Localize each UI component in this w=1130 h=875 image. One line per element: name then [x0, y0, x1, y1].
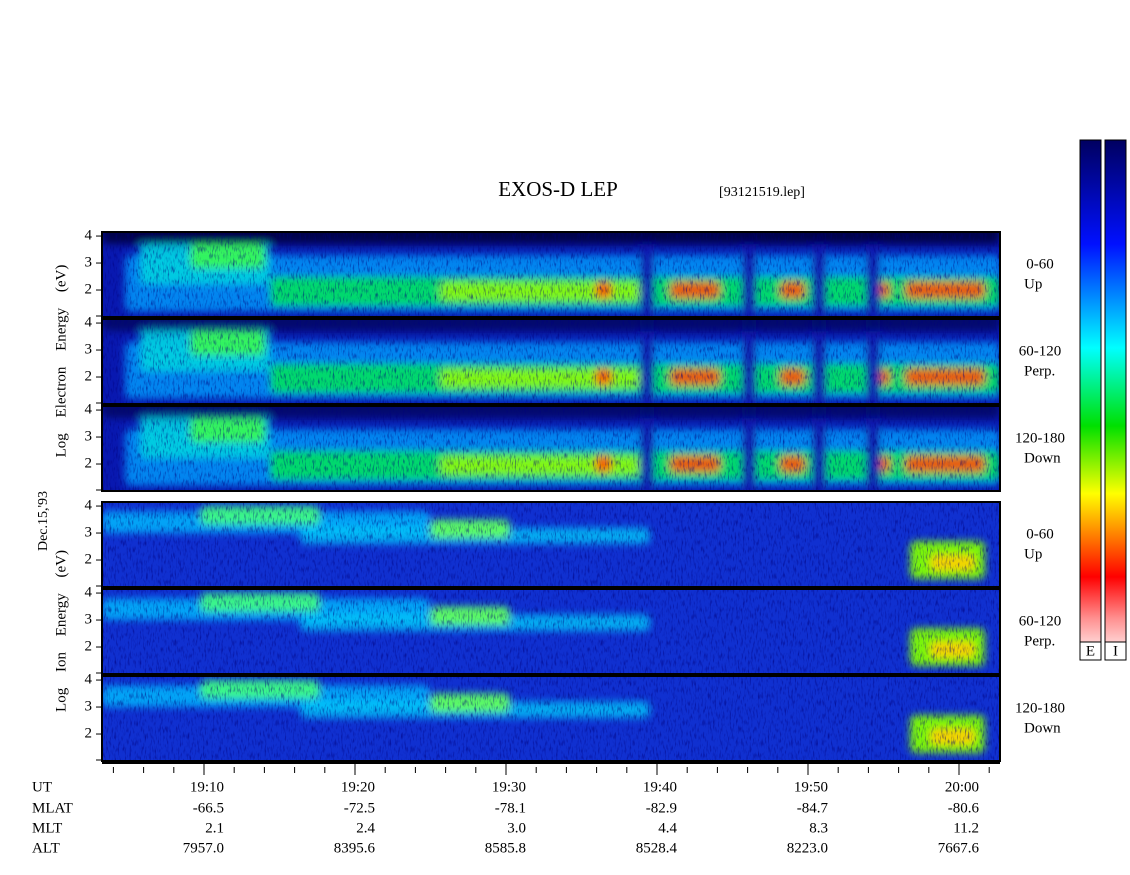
- noise: [102, 319, 1000, 404]
- noise: [102, 406, 1000, 491]
- direction: Down: [1024, 450, 1061, 466]
- noise: [102, 232, 1000, 317]
- row-value: -80.6: [948, 800, 980, 816]
- angle-range: 0-60: [1026, 256, 1054, 272]
- panel-frame: [101, 675, 1001, 762]
- y-tick-label: 4: [85, 401, 93, 417]
- row-value: 2.4: [356, 820, 375, 836]
- colorbar: [1104, 139, 1127, 661]
- direction: Down: [1024, 720, 1061, 736]
- angle-range: 60-120: [1019, 343, 1062, 359]
- y-tick-label: 4: [85, 671, 93, 687]
- row-value: 7957.0: [183, 840, 224, 856]
- row-value: 8223.0: [787, 840, 828, 856]
- y-tick-label: 2: [85, 368, 93, 384]
- row-value: 4.4: [658, 820, 677, 836]
- row-label: MLT: [32, 820, 62, 836]
- y-tick-label: 3: [85, 254, 93, 270]
- spectrogram: [102, 406, 1000, 491]
- y-tick-label: 2: [85, 638, 93, 654]
- row-value: -82.9: [646, 800, 677, 816]
- y-tick-label: 4: [85, 584, 93, 600]
- colorbar-label: I: [1113, 643, 1118, 659]
- angle-range: 120-180: [1015, 430, 1065, 446]
- y-tick-label: 4: [85, 497, 93, 513]
- y-tick-label: 3: [85, 341, 93, 357]
- row-value: 19:10: [190, 779, 224, 795]
- row-label: ALT: [32, 840, 60, 856]
- y-tick-label: 4: [85, 227, 93, 243]
- y-tick-label: 2: [85, 725, 93, 741]
- row-value: 19:50: [794, 779, 828, 795]
- colorbar-label-box: [1104, 641, 1127, 661]
- row-value: 3.0: [507, 820, 526, 836]
- colorbar: [1079, 139, 1102, 661]
- spectrogram: [102, 232, 1000, 317]
- row-value: 8395.6: [334, 840, 376, 856]
- row-label: UT: [32, 779, 52, 795]
- noise: [102, 589, 1000, 674]
- y-tick-label: 4: [85, 314, 93, 330]
- row-value: 2.1: [205, 820, 224, 836]
- noise: [102, 676, 1000, 761]
- panel-frame: [101, 501, 1001, 588]
- row-value: 8.3: [809, 820, 828, 836]
- y-tick-label: 2: [85, 281, 93, 297]
- row-value: 20:00: [945, 779, 979, 795]
- angle-range: 60-120: [1019, 613, 1062, 629]
- panel-frame: [101, 405, 1001, 492]
- y-tick-label: 3: [85, 524, 93, 540]
- row-value: 19:20: [341, 779, 375, 795]
- row-value: 19:30: [492, 779, 526, 795]
- direction: Perp.: [1024, 633, 1055, 649]
- date: Dec.15,'93: [36, 491, 51, 551]
- electron-axis-label: Log Electron Energy (eV): [53, 265, 69, 458]
- colorbars: E I: [1079, 139, 1127, 661]
- spectrogram: [102, 676, 1000, 761]
- spectrogram: [102, 502, 1000, 587]
- row-value: 8528.4: [636, 840, 678, 856]
- angle-range: 0-60: [1026, 526, 1054, 542]
- y-tick-label: 2: [85, 455, 93, 471]
- colorbar-label-box: [1079, 641, 1102, 661]
- panel-frame: [101, 318, 1001, 405]
- row-value: -84.7: [797, 800, 829, 816]
- y-tick-label: 2: [85, 551, 93, 567]
- file-name: [93121519.lep]: [719, 185, 805, 200]
- noise: [102, 502, 1000, 587]
- panel-frame: [101, 588, 1001, 675]
- panel-frame: [101, 231, 1001, 318]
- spectrogram: [102, 589, 1000, 674]
- y-tick-label: 3: [85, 698, 93, 714]
- row-value: 19:40: [643, 779, 677, 795]
- row-value: 8585.8: [485, 840, 526, 856]
- colorbar-label: E: [1086, 643, 1095, 659]
- row-value: 11.2: [953, 820, 979, 836]
- row-value: -78.1: [495, 800, 526, 816]
- ion-axis-label: Log Ion Energy (eV): [53, 550, 69, 712]
- spectrogram: [102, 319, 1000, 404]
- angle-range: 120-180: [1015, 700, 1065, 716]
- direction: Perp.: [1024, 363, 1055, 379]
- direction: Up: [1024, 276, 1042, 292]
- row-value: 7667.6: [938, 840, 980, 856]
- y-tick-label: 3: [85, 428, 93, 444]
- row-label: MLAT: [32, 800, 73, 816]
- y-tick-label: 3: [85, 611, 93, 627]
- title: EXOS-D LEP: [498, 177, 618, 201]
- direction: Up: [1024, 546, 1042, 562]
- row-value: -66.5: [193, 800, 224, 816]
- row-value: -72.5: [344, 800, 375, 816]
